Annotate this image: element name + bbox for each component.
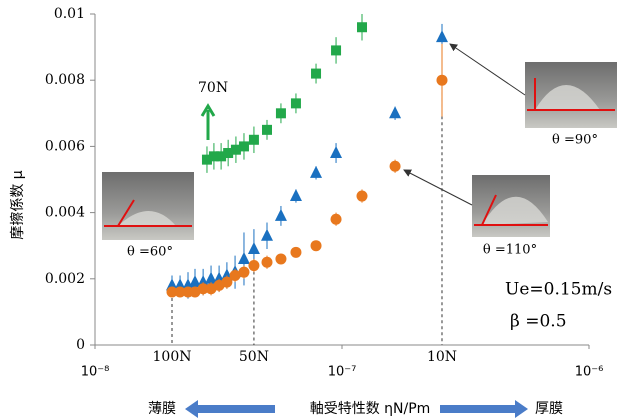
condition-label: Ue=0.15m/s [505,280,612,300]
point [436,75,447,86]
y-tick-label: 0.004 [45,205,85,221]
load-arrow [202,106,214,140]
y-tick-label: 0 [76,337,85,353]
point [331,214,342,225]
point [248,260,259,271]
point [276,108,286,118]
x-tick-label: 10⁻⁷ [328,365,357,380]
inset-caption: θ =110° [483,243,537,258]
load-arrow-label: 70N [198,80,228,96]
point [291,98,301,108]
point [389,106,401,118]
chart: 70N 薄膜 軸受特性数 ηN/Pm 厚膜 摩擦係数 μ Ue=0.15m/s … [0,0,625,420]
thin-film-label: 薄膜 [148,401,176,417]
y-axis-label: 摩擦係数 μ [9,170,26,239]
point [436,30,448,42]
y-tick-label: 0.002 [45,271,85,287]
point [262,257,273,268]
pointer-arrow [450,44,525,95]
point [249,135,259,145]
point [248,242,260,254]
inset-caption: θ =90° [552,133,598,148]
thin-arrow [185,400,275,418]
point [290,189,302,201]
point [331,45,341,55]
thick-film-label: 厚膜 [535,401,563,417]
point [238,267,249,278]
point [239,141,249,151]
x-tick-label: 10⁻⁶ [575,365,604,380]
point [311,69,321,79]
thick-arrow [440,400,528,418]
y-tick-label: 0.01 [54,6,85,22]
x-axis-label: 軸受特性数 ηN/Pm [310,401,431,417]
point [390,161,401,172]
point [357,191,368,202]
point [357,22,367,32]
inset-photo [525,62,617,128]
inset-photo [102,172,194,240]
inset-photo [472,175,550,237]
load-label: 10N [427,349,457,365]
point [261,229,273,241]
point [290,247,301,258]
load-label: 50N [239,349,269,365]
pointer-arrow [404,170,472,205]
load-label: 100N [153,349,192,365]
y-tick-label: 0.008 [45,72,85,88]
y-tick-label: 0.006 [45,138,85,154]
inset-caption: θ =60° [127,245,173,260]
point [310,166,322,178]
point [275,209,287,221]
point [275,253,286,264]
point [262,125,272,135]
x-tick-label: 10⁻⁸ [81,365,110,380]
point [311,240,322,251]
point [330,146,342,158]
condition-label: β =0.5 [510,312,567,332]
